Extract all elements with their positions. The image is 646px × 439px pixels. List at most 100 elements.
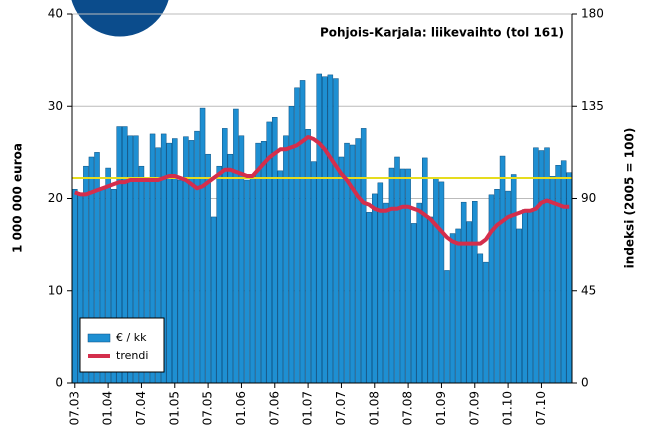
bar xyxy=(555,165,561,384)
bar xyxy=(394,156,400,384)
legend-box xyxy=(79,317,165,373)
bar xyxy=(416,202,422,384)
bar xyxy=(399,168,406,384)
bar xyxy=(516,228,522,384)
bar xyxy=(327,74,334,384)
bar xyxy=(166,142,172,384)
bar xyxy=(177,179,184,384)
bar xyxy=(333,78,339,384)
x-tick-label: 01.10 xyxy=(501,391,515,425)
bar xyxy=(255,142,261,384)
bar xyxy=(244,179,250,384)
bar xyxy=(466,221,472,384)
bar xyxy=(522,209,528,384)
bar xyxy=(383,202,389,384)
logo xyxy=(68,0,172,40)
bar xyxy=(183,136,189,384)
bar xyxy=(355,138,361,384)
bar xyxy=(310,161,317,384)
legend-label: € / kk xyxy=(116,331,147,344)
bar xyxy=(410,223,417,384)
bar xyxy=(449,233,456,384)
bar xyxy=(472,201,478,384)
y-tick-label: 0 xyxy=(55,376,63,390)
y2-tick-label: 135 xyxy=(581,99,604,113)
bar xyxy=(527,210,534,384)
bar xyxy=(199,107,206,384)
bar xyxy=(433,177,439,384)
x-tick-label: 01.04 xyxy=(101,391,115,425)
bar xyxy=(377,182,384,384)
bar xyxy=(483,261,489,384)
bar xyxy=(494,189,500,384)
y2-tick-label: 90 xyxy=(581,191,596,205)
x-tick-label: 07.05 xyxy=(201,391,215,425)
bar xyxy=(322,76,328,384)
bar xyxy=(510,174,517,384)
y-tick-label: 10 xyxy=(48,283,63,297)
bar xyxy=(299,80,306,384)
bar xyxy=(438,181,445,384)
bar xyxy=(549,176,556,384)
bar xyxy=(249,175,256,384)
bar xyxy=(277,170,284,384)
bar xyxy=(349,144,356,384)
bar xyxy=(560,160,567,384)
bar xyxy=(188,140,195,384)
bar xyxy=(72,189,78,384)
y2-tick-label: 180 xyxy=(581,7,604,21)
bar xyxy=(444,270,450,384)
x-tick-label: 01.07 xyxy=(301,391,315,425)
bar xyxy=(544,147,550,384)
bar xyxy=(283,135,289,384)
bar xyxy=(422,157,428,384)
bar xyxy=(372,193,378,384)
legend: € / kk trendi xyxy=(79,317,165,373)
bar xyxy=(233,108,239,384)
bar xyxy=(388,167,395,384)
bar xyxy=(566,172,572,384)
y2-axis-label: indeksi (2005 = 100) xyxy=(623,128,637,269)
x-tick-label: 07.06 xyxy=(267,391,281,425)
bar xyxy=(316,73,322,384)
bar xyxy=(499,155,506,384)
bar xyxy=(427,216,434,384)
bar xyxy=(538,150,545,384)
x-tick-label: 07.07 xyxy=(334,391,348,425)
bar xyxy=(222,128,228,384)
chart-title: Pohjois-Karjala: liikevaihto (tol 161) xyxy=(320,26,564,40)
y-tick-label: 40 xyxy=(48,7,63,21)
x-tick-label: 07.10 xyxy=(534,391,548,425)
x-tick-label: 07.04 xyxy=(134,391,148,425)
bar xyxy=(216,165,222,384)
trend-line xyxy=(74,135,570,246)
y-axis-label: 1 000 000 euroa xyxy=(11,143,25,253)
x-tick-label: 07.08 xyxy=(401,391,415,425)
bar xyxy=(227,153,234,384)
bar xyxy=(460,201,467,384)
y-tick-label: 30 xyxy=(48,99,63,113)
bar xyxy=(294,87,300,384)
bar xyxy=(360,128,367,384)
x-tick-label: 07.09 xyxy=(467,391,481,425)
y-tick-label: 20 xyxy=(48,191,63,205)
bar xyxy=(488,194,495,384)
legend-label: trendi xyxy=(116,349,148,362)
bar xyxy=(366,212,372,384)
x-tick-label: 01.08 xyxy=(367,391,381,425)
bar xyxy=(194,130,200,384)
legend-swatch xyxy=(87,333,111,343)
x-tick-label: 07.03 xyxy=(67,391,81,425)
y2-tick-label: 45 xyxy=(581,283,596,297)
bar xyxy=(405,168,411,384)
x-tick-label: 01.06 xyxy=(234,391,248,425)
x-tick-label: 01.05 xyxy=(167,391,181,425)
bar xyxy=(305,129,311,384)
bar xyxy=(477,253,484,384)
bar xyxy=(210,216,217,384)
bar xyxy=(455,228,461,384)
bar xyxy=(338,156,345,384)
x-tick-label: 01.09 xyxy=(434,391,448,425)
y2-tick-label: 0 xyxy=(581,376,589,390)
